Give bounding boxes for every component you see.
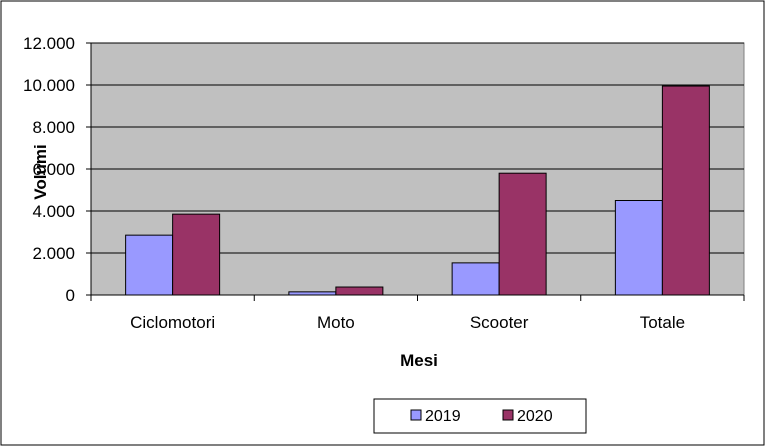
x-category-label: Scooter: [470, 313, 529, 332]
y-tick-label: 8.000: [32, 118, 75, 137]
y-axis-tick-labels: 0 2.000 4.000 6.000 8.000 10.000 12.000: [23, 34, 75, 305]
legend-label-2019: 2019: [425, 408, 461, 425]
bar-2020-scooter: [498, 172, 547, 296]
legend-swatch-2019: [410, 409, 422, 421]
y-tick-label: 12.000: [23, 34, 75, 53]
x-category-label: Ciclomotori: [130, 313, 215, 332]
legend-label-2020: 2020: [517, 408, 553, 425]
y-tick-label: 0: [66, 286, 75, 305]
x-category-label: Totale: [640, 313, 685, 332]
bar-2019-totale: [614, 200, 663, 296]
legend-box: [373, 398, 587, 434]
x-axis-title: Mesi: [400, 351, 438, 370]
y-tick-label: 10.000: [23, 76, 75, 95]
x-axis-category-labels: Ciclomotori Moto Scooter Totale: [130, 313, 685, 332]
bar-2020-moto: [335, 286, 384, 296]
bar-2019-scooter: [451, 262, 500, 296]
y-axis-ticks: [86, 42, 91, 296]
legend: 2019 2020: [373, 398, 587, 434]
y-axis-title: Volumi: [31, 144, 50, 199]
bar-2019-ciclomotori: [125, 234, 174, 296]
y-tick-label: 4.000: [32, 202, 75, 221]
y-tick-label: 6.000: [32, 160, 75, 179]
x-axis-ticks: [90, 295, 745, 301]
bar-2020-totale: [661, 85, 710, 296]
legend-swatch-2020: [502, 409, 514, 421]
x-category-label: Moto: [317, 313, 355, 332]
bars: [125, 85, 710, 296]
bar-2020-ciclomotori: [172, 213, 221, 296]
y-tick-label: 2.000: [32, 244, 75, 263]
